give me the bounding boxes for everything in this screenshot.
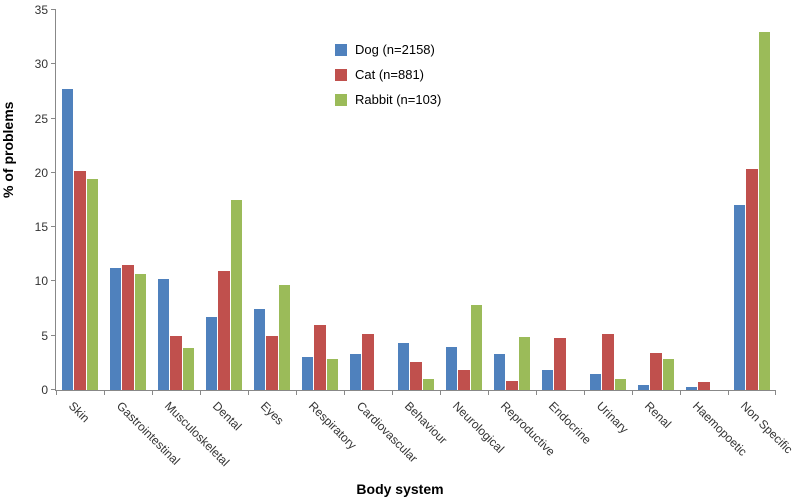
bar <box>218 271 229 390</box>
bar <box>590 374 601 390</box>
bar <box>87 179 98 390</box>
y-tick-label: 0 <box>41 383 56 397</box>
bar <box>698 382 709 390</box>
bar <box>759 32 770 390</box>
x-tick-mark <box>775 390 776 395</box>
x-tick-mark <box>536 390 537 395</box>
legend: Dog (n=2158) Cat (n=881) Rabbit (n=103) <box>335 42 441 117</box>
legend-item: Cat (n=881) <box>335 67 441 82</box>
x-tick-mark <box>200 390 201 395</box>
x-tick-mark <box>248 390 249 395</box>
y-tick-mark <box>51 280 56 281</box>
y-tick-mark <box>51 172 56 173</box>
x-tick-label: Dental <box>210 399 244 433</box>
x-tick-mark <box>392 390 393 395</box>
bar <box>302 357 313 390</box>
x-tick-mark <box>56 390 57 395</box>
bar <box>110 268 121 390</box>
legend-item: Dog (n=2158) <box>335 42 441 57</box>
y-tick-label: 10 <box>35 274 56 288</box>
bar <box>446 347 457 390</box>
x-tick-mark <box>584 390 585 395</box>
bar <box>554 338 565 390</box>
x-tick-mark <box>728 390 729 395</box>
bar <box>398 343 409 390</box>
y-tick-label: 5 <box>41 329 56 343</box>
y-tick-label: 15 <box>35 220 56 234</box>
bar <box>170 336 181 390</box>
bar <box>206 317 217 390</box>
legend-label: Cat (n=881) <box>355 67 424 82</box>
bar <box>279 285 290 390</box>
x-tick-label: Skin <box>66 399 92 425</box>
bar <box>734 205 745 390</box>
legend-label: Dog (n=2158) <box>355 42 435 57</box>
y-tick-label: 25 <box>35 112 56 126</box>
y-axis-label: % of problems <box>0 102 16 198</box>
bar <box>686 387 697 390</box>
x-tick-label: Respiratory <box>306 399 359 452</box>
bar <box>663 359 674 390</box>
bar <box>410 362 421 390</box>
y-tick-mark <box>51 118 56 119</box>
bar <box>602 334 613 390</box>
bar <box>746 169 757 390</box>
x-tick-label: Eyes <box>258 399 287 428</box>
bar <box>158 279 169 390</box>
y-tick-mark <box>51 9 56 10</box>
chart-container: % of problems 05101520253035SkinGastroin… <box>0 0 800 503</box>
bar <box>615 379 626 390</box>
bar <box>62 89 73 390</box>
y-tick-label: 20 <box>35 166 56 180</box>
x-tick-label: Urinary <box>594 399 631 436</box>
bar <box>471 305 482 390</box>
bar <box>122 265 133 390</box>
bar <box>327 359 338 390</box>
x-tick-label: Behaviour <box>402 399 450 447</box>
y-tick-mark <box>51 63 56 64</box>
bar <box>506 381 517 390</box>
x-tick-label: Renal <box>642 399 674 431</box>
x-tick-mark <box>440 390 441 395</box>
legend-swatch <box>335 44 347 56</box>
x-axis-label: Body system <box>356 481 443 497</box>
x-tick-mark <box>680 390 681 395</box>
bar <box>254 309 265 390</box>
bar <box>638 385 649 390</box>
bar <box>542 370 553 390</box>
bar <box>519 337 530 390</box>
x-tick-mark <box>152 390 153 395</box>
legend-item: Rabbit (n=103) <box>335 92 441 107</box>
bar <box>458 370 469 390</box>
bar <box>135 274 146 390</box>
x-tick-label: Endocrine <box>546 399 594 447</box>
bar <box>183 348 194 390</box>
bar <box>74 171 85 390</box>
bar <box>362 334 373 390</box>
y-tick-label: 30 <box>35 57 56 71</box>
x-tick-mark <box>488 390 489 395</box>
y-tick-label: 35 <box>35 3 56 17</box>
bar <box>266 336 277 390</box>
y-tick-mark <box>51 335 56 336</box>
legend-swatch <box>335 94 347 106</box>
legend-swatch <box>335 69 347 81</box>
bar <box>494 354 505 390</box>
bar <box>350 354 361 390</box>
bar <box>650 353 661 390</box>
legend-label: Rabbit (n=103) <box>355 92 441 107</box>
bar <box>231 200 242 390</box>
x-tick-mark <box>344 390 345 395</box>
x-tick-mark <box>104 390 105 395</box>
x-tick-mark <box>632 390 633 395</box>
bar <box>423 379 434 390</box>
bar <box>314 325 325 390</box>
x-tick-mark <box>296 390 297 395</box>
y-tick-mark <box>51 226 56 227</box>
